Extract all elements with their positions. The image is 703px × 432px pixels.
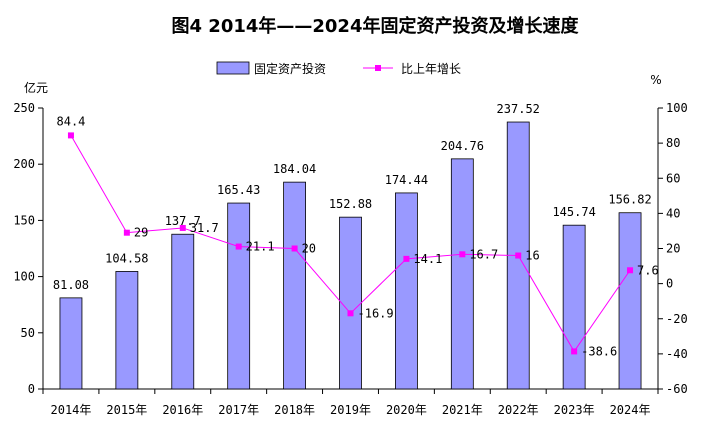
chart-title: 图4 2014年——2024年固定资产投资及增长速度	[172, 15, 580, 37]
investment-value-label: 104.58	[105, 251, 148, 265]
growth-value-label: 21.1	[246, 240, 275, 254]
x-tick-label: 2023年	[554, 403, 595, 417]
right-tick-label: -60	[666, 382, 688, 396]
investment-bar	[450, 158, 474, 390]
growth-point	[571, 348, 578, 355]
growth-point	[347, 310, 354, 317]
x-tick-label: 2018年	[274, 403, 315, 417]
growth-value-label: 16	[525, 249, 539, 263]
investment-value-label: 204.76	[441, 139, 484, 153]
x-tick-label: 2019年	[330, 403, 371, 417]
x-tick-label: 2021年	[442, 403, 483, 417]
x-tick-label: 2016年	[162, 403, 203, 417]
growth-value-labels: 84.4 29 31.7 21.1 20 -16.9 14.1 16.7 16 -38.6 7.6	[57, 114, 659, 358]
left-tick-label: 0	[28, 382, 35, 396]
left-tick-label: 50	[21, 326, 35, 340]
x-tick-label: 2017年	[218, 403, 259, 417]
legend-line-marker	[375, 65, 381, 71]
x-tick-label: 2020年	[386, 403, 427, 417]
right-tick-label: 100	[666, 101, 688, 115]
x-tick-label: 2024年	[610, 403, 651, 417]
growth-point	[627, 267, 634, 274]
left-tick-label: 150	[13, 213, 35, 227]
growth-point	[235, 243, 242, 250]
right-tick-label: 40	[666, 206, 680, 220]
investment-bar	[59, 297, 83, 390]
growth-value-label: 7.6	[637, 263, 659, 277]
investment-value-label: 184.04	[273, 162, 316, 176]
investment-value-label: 145.74	[552, 205, 595, 219]
plot-area: 0 50 100 150 200 250 -60 -40 -20 0 20 40 60 80 100 20…	[13, 101, 687, 417]
growth-value-label: 14.1	[413, 252, 442, 266]
legend-bar-label: 固定资产投资	[254, 61, 326, 76]
growth-point	[67, 132, 74, 139]
investment-bar	[171, 233, 195, 390]
left-axis-unit: 亿元	[24, 80, 48, 95]
legend-line-label: 比上年增长	[401, 62, 461, 76]
bar-value-labels: 81.08 104.58 137.7 165.43 184.04 152.88 174.44…	[53, 102, 652, 292]
legend: 固定资产投资 比上年增长	[216, 61, 461, 76]
investment-bar	[339, 216, 362, 390]
growth-point	[403, 255, 410, 262]
growth-value-label: 31.7	[190, 221, 219, 235]
investment-bar	[227, 202, 251, 390]
right-tick-label: 20	[666, 242, 680, 256]
bars	[59, 121, 642, 390]
growth-line-group	[67, 132, 634, 355]
right-ticks: -60 -40 -20 0 20 40 60 80 100	[658, 101, 688, 396]
growth-point	[515, 252, 522, 259]
investment-value-label: 156.82	[608, 193, 651, 207]
growth-point	[123, 229, 130, 236]
x-tick-label: 2014年	[51, 403, 92, 417]
growth-value-label: 29	[134, 226, 148, 240]
left-ticks: 0 50 100 150 200 250	[13, 101, 43, 396]
right-tick-label: 60	[666, 171, 680, 185]
investment-value-label: 81.08	[53, 278, 89, 292]
left-tick-label: 200	[13, 157, 35, 171]
left-tick-label: 250	[13, 101, 35, 115]
growth-value-label: -38.6	[581, 344, 617, 358]
left-tick-label: 100	[13, 270, 35, 284]
growth-value-label: 84.4	[57, 114, 86, 128]
x-ticks: 2014年 2015年 2016年 2017年 2018年 2019年 2020年 2021年…	[42, 389, 659, 417]
growth-value-label: 16.7	[469, 247, 498, 261]
growth-value-label: -16.9	[358, 306, 394, 320]
investment-bar	[115, 271, 139, 390]
right-tick-label: 0	[666, 277, 673, 291]
investment-bar	[283, 181, 306, 390]
investment-value-label: 137.7	[165, 214, 201, 228]
investment-bar	[395, 192, 418, 390]
investment-bar	[618, 212, 642, 390]
growth-point	[179, 224, 186, 231]
investment-value-label: 174.44	[385, 173, 428, 187]
right-tick-label: -40	[666, 347, 688, 361]
growth-point	[291, 245, 298, 252]
investment-value-label: 165.43	[217, 183, 260, 197]
legend-bar-swatch	[216, 61, 250, 75]
investment-value-label: 152.88	[329, 197, 372, 211]
right-axis-unit: %	[650, 73, 661, 87]
growth-point	[459, 251, 466, 258]
x-tick-label: 2022年	[498, 403, 539, 417]
growth-value-label: 20	[302, 242, 316, 256]
investment-bar	[562, 224, 586, 390]
investment-value-label: 237.52	[497, 102, 540, 116]
x-tick-label: 2015年	[106, 403, 147, 417]
right-tick-label: -20	[666, 312, 688, 326]
right-tick-label: 80	[666, 136, 680, 150]
